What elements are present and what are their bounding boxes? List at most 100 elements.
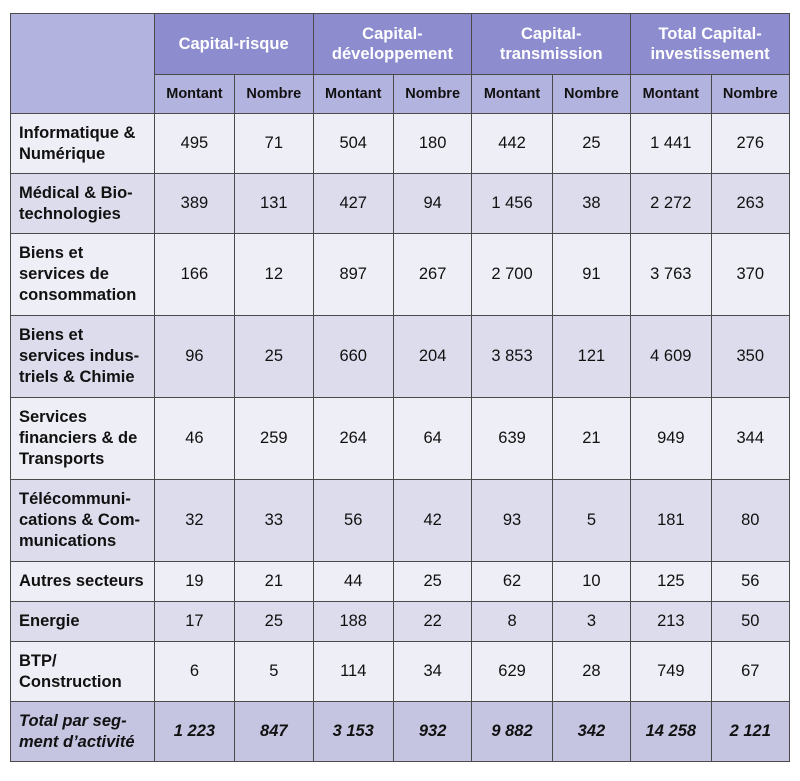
cell-nombre: 64 (392, 397, 473, 480)
total-row: Total par seg-ment d’activité 1 223 847 3 1… (10, 701, 791, 762)
row-label: Services financiers & de Transports (10, 397, 155, 480)
table-row: BTP/ Construction 6 5 114 34 629 28 749 67 (10, 641, 791, 702)
cell-montant: 504 (312, 113, 394, 174)
total-montant: 9 882 (471, 701, 553, 762)
cell-nombre: 71 (234, 113, 314, 174)
table-row: Energie 17 25 188 22 8 3 213 50 (10, 601, 791, 642)
cell-nombre: 34 (392, 641, 473, 702)
cell-montant: 949 (630, 397, 712, 480)
cell-montant: 213 (630, 601, 712, 642)
cell-montant: 749 (630, 641, 712, 702)
cell-montant: 639 (471, 397, 553, 480)
sub-header-montant: Montant (630, 74, 712, 114)
cell-nombre: 33 (234, 479, 314, 562)
table-row: Services financiers & de Transports 46 259… (10, 397, 791, 480)
cell-nombre: 80 (710, 479, 791, 562)
cell-montant: 32 (153, 479, 236, 562)
total-montant: 14 258 (630, 701, 712, 762)
group-header-label: Total Capital-investissement (650, 25, 770, 63)
cell-nombre: 5 (234, 641, 314, 702)
cell-nombre: 263 (710, 173, 791, 234)
cell-nombre: 25 (392, 561, 473, 602)
sub-header-nombre: Nombre (551, 74, 632, 114)
table-row: Biens et services indus-triels & Chimie 9… (10, 315, 791, 398)
row-label: Médical & Bio-technologies (10, 173, 155, 234)
group-header-capital-developpement: Capital-développement (312, 13, 473, 75)
total-montant: 1 223 (153, 701, 236, 762)
cell-nombre: 204 (392, 315, 473, 398)
cell-nombre: 5 (551, 479, 632, 562)
cell-montant: 93 (471, 479, 553, 562)
cell-montant: 96 (153, 315, 236, 398)
cell-nombre: 259 (234, 397, 314, 480)
group-header-capital-risque: Capital-risque (153, 13, 314, 75)
cell-montant: 264 (312, 397, 394, 480)
cell-montant: 166 (153, 233, 236, 316)
cell-montant: 3 763 (630, 233, 712, 316)
cell-montant: 4 609 (630, 315, 712, 398)
cell-montant: 897 (312, 233, 394, 316)
table-row: Autres secteurs 19 21 44 25 62 10 125 56 (10, 561, 791, 602)
group-header-label: Capital-transmission (499, 25, 603, 63)
cell-nombre: 3 (551, 601, 632, 642)
cell-nombre: 131 (234, 173, 314, 234)
table-row: Médical & Bio-technologies 389 131 427 94 1 4… (10, 173, 791, 234)
cell-nombre: 94 (392, 173, 473, 234)
cell-montant: 8 (471, 601, 553, 642)
cell-nombre: 28 (551, 641, 632, 702)
table-row: Biens et services de consommation 166 12 89… (10, 233, 791, 316)
sector-investment-table: Capital-risque Capital-développement Cap… (10, 13, 791, 762)
cell-nombre: 276 (710, 113, 791, 174)
cell-nombre: 38 (551, 173, 632, 234)
cell-montant: 114 (312, 641, 394, 702)
row-label: Télécommuni-cations & Com-munications (10, 479, 155, 562)
row-label: Informatique & Numérique (10, 113, 155, 174)
cell-montant: 1 456 (471, 173, 553, 234)
corner-cell (10, 13, 155, 114)
row-label: Autres secteurs (10, 561, 155, 602)
row-label: Biens et services indus-triels & Chimie (10, 315, 155, 398)
table-body: Informatique & Numérique 495 71 504 180 442 25… (10, 113, 791, 762)
cell-montant: 2 272 (630, 173, 712, 234)
cell-nombre: 121 (551, 315, 632, 398)
cell-nombre: 42 (392, 479, 473, 562)
cell-montant: 19 (153, 561, 236, 602)
sub-header-montant: Montant (312, 74, 394, 114)
total-nombre: 847 (234, 701, 314, 762)
group-header-row: Capital-risque Capital-développement Cap… (10, 13, 790, 114)
cell-nombre: 67 (710, 641, 791, 702)
sub-header-nombre: Nombre (710, 74, 791, 114)
cell-montant: 181 (630, 479, 712, 562)
cell-montant: 44 (312, 561, 394, 602)
table-row: Télécommuni-cations & Com-munications 32 3… (10, 479, 791, 562)
cell-nombre: 91 (551, 233, 632, 316)
total-montant: 3 153 (312, 701, 394, 762)
total-nombre: 2 121 (710, 701, 791, 762)
cell-nombre: 370 (710, 233, 791, 316)
row-label: BTP/ Construction (10, 641, 155, 702)
cell-nombre: 10 (551, 561, 632, 602)
cell-nombre: 25 (234, 601, 314, 642)
cell-montant: 495 (153, 113, 236, 174)
cell-montant: 188 (312, 601, 394, 642)
total-nombre: 342 (551, 701, 632, 762)
cell-montant: 442 (471, 113, 553, 174)
total-label: Total par seg-ment d’activité (10, 701, 155, 762)
sub-header-nombre: Nombre (392, 74, 473, 114)
sub-header-row: Montant Nombre Montant Nombre Montant No… (11, 74, 791, 114)
cell-montant: 1 441 (630, 113, 712, 174)
group-header-total: Total Capital-investissement (630, 13, 790, 75)
cell-nombre: 22 (392, 601, 473, 642)
cell-nombre: 56 (710, 561, 791, 602)
cell-montant: 125 (630, 561, 712, 602)
group-header-label: Capital-risque (178, 35, 289, 53)
cell-nombre: 50 (710, 601, 791, 642)
group-header-capital-transmission: Capital-transmission (471, 13, 632, 75)
sub-header-montant: Montant (153, 74, 236, 114)
cell-montant: 56 (312, 479, 394, 562)
sub-header-nombre: Nombre (234, 74, 314, 114)
total-nombre: 932 (392, 701, 473, 762)
group-header-label: Capital-développement (331, 25, 453, 63)
cell-montant: 629 (471, 641, 553, 702)
cell-nombre: 21 (551, 397, 632, 480)
